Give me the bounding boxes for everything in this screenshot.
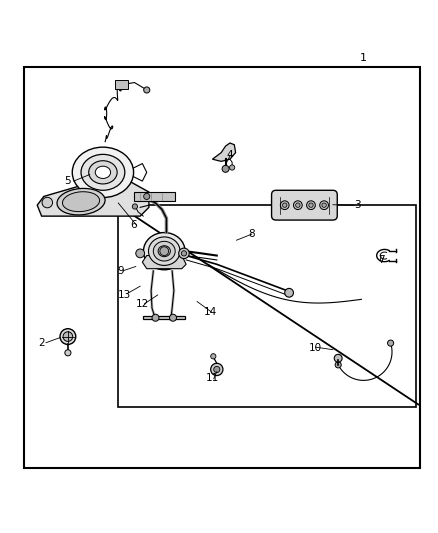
FancyBboxPatch shape: [272, 190, 337, 220]
Ellipse shape: [72, 147, 134, 198]
Circle shape: [170, 314, 177, 321]
Ellipse shape: [88, 161, 117, 184]
Circle shape: [211, 354, 216, 359]
Ellipse shape: [143, 232, 185, 270]
Polygon shape: [143, 316, 185, 319]
Text: 14: 14: [204, 308, 217, 318]
Circle shape: [160, 247, 169, 255]
Text: 2: 2: [38, 338, 45, 348]
Circle shape: [136, 249, 145, 258]
Circle shape: [211, 364, 223, 376]
Text: 3: 3: [353, 200, 360, 210]
Circle shape: [214, 366, 220, 373]
Circle shape: [296, 203, 300, 207]
Circle shape: [222, 165, 229, 172]
Polygon shape: [212, 143, 236, 161]
Ellipse shape: [158, 246, 170, 257]
Ellipse shape: [63, 192, 99, 212]
Polygon shape: [37, 181, 149, 216]
Circle shape: [322, 203, 326, 207]
Text: 5: 5: [64, 176, 71, 186]
Circle shape: [280, 201, 289, 209]
Circle shape: [335, 362, 341, 368]
Circle shape: [152, 314, 159, 321]
Circle shape: [144, 193, 150, 199]
Ellipse shape: [95, 166, 110, 179]
Bar: [118, 205, 416, 407]
Text: 11: 11: [206, 373, 219, 383]
Circle shape: [42, 197, 53, 208]
Circle shape: [388, 340, 394, 346]
Text: 6: 6: [130, 220, 137, 230]
Ellipse shape: [57, 189, 105, 215]
Ellipse shape: [81, 155, 125, 190]
Circle shape: [65, 350, 71, 356]
Text: 9: 9: [117, 266, 124, 276]
Ellipse shape: [148, 237, 180, 265]
Circle shape: [230, 165, 235, 170]
Circle shape: [334, 354, 342, 362]
Circle shape: [309, 203, 313, 207]
Circle shape: [60, 329, 76, 344]
Circle shape: [320, 201, 328, 209]
Circle shape: [285, 288, 293, 297]
Text: 13: 13: [118, 290, 131, 300]
Circle shape: [181, 251, 187, 256]
Text: 10: 10: [309, 343, 322, 352]
Circle shape: [63, 332, 73, 342]
Text: 4: 4: [226, 150, 233, 160]
Circle shape: [144, 87, 150, 93]
Text: 1: 1: [360, 53, 367, 63]
Text: 12: 12: [136, 298, 149, 309]
Text: 8: 8: [248, 229, 255, 239]
Polygon shape: [142, 255, 186, 269]
Circle shape: [307, 201, 315, 209]
Text: 7: 7: [378, 255, 385, 265]
Circle shape: [283, 203, 287, 207]
Circle shape: [179, 248, 189, 259]
Ellipse shape: [153, 241, 175, 261]
Circle shape: [293, 201, 302, 209]
Polygon shape: [115, 80, 128, 89]
Polygon shape: [134, 192, 175, 201]
Circle shape: [132, 204, 138, 209]
